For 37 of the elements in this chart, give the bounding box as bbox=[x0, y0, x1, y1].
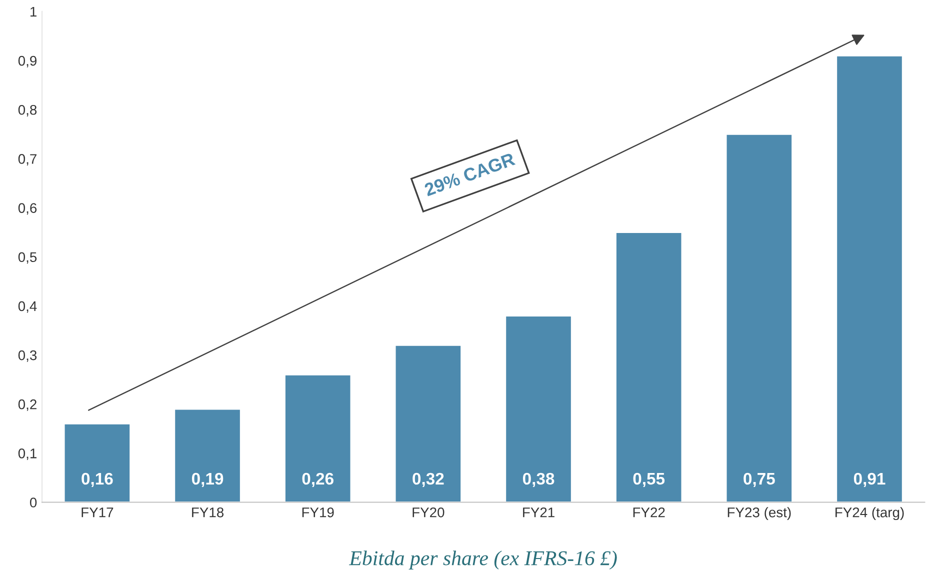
bar bbox=[394, 344, 462, 502]
y-tick-label: 0,5 bbox=[18, 252, 37, 264]
x-tick-label: FY23 (est) bbox=[728, 507, 791, 520]
x-tick-label: FY24 (targ) bbox=[836, 507, 904, 520]
data-label: 0,16 bbox=[82, 472, 113, 488]
x-tick-label: FY20 bbox=[412, 507, 444, 518]
data-label: 0,55 bbox=[633, 472, 665, 488]
x-tick-label: FY22 bbox=[633, 507, 665, 518]
y-tick-label: 0,6 bbox=[18, 203, 37, 215]
y-tick-label: 0,2 bbox=[18, 399, 36, 411]
y-tick-label: 0,3 bbox=[18, 350, 37, 362]
data-label: 0,38 bbox=[522, 472, 554, 488]
bar bbox=[836, 54, 904, 502]
bar bbox=[504, 315, 572, 502]
data-label: 0,75 bbox=[744, 472, 775, 488]
y-tick-label: 0,8 bbox=[18, 104, 37, 116]
x-tick-label: FY17 bbox=[82, 508, 114, 518]
y-tick-label: 0,4 bbox=[18, 301, 37, 313]
x-tick-label: FY21 bbox=[523, 507, 554, 518]
data-label: 0,19 bbox=[192, 472, 224, 488]
bar bbox=[725, 133, 793, 502]
data-label: 0,32 bbox=[412, 472, 444, 488]
bar bbox=[284, 374, 352, 502]
y-tick-label: 1 bbox=[30, 6, 36, 17]
bar bbox=[63, 423, 131, 502]
y-tick-label: 0,9 bbox=[18, 56, 37, 68]
bar bbox=[615, 232, 683, 502]
bar bbox=[174, 408, 242, 502]
y-tick-label: 0,1 bbox=[18, 448, 36, 460]
x-axis-title: Ebitda per share (ex IFRS-16 £) bbox=[348, 550, 617, 570]
y-tick-label: 0,7 bbox=[18, 154, 36, 166]
x-tick-label: FY19 bbox=[302, 507, 334, 518]
data-label: 0,26 bbox=[302, 472, 334, 488]
x-tick-label: FY18 bbox=[192, 507, 224, 518]
data-label: 0,91 bbox=[854, 472, 886, 488]
y-tick-label: 0 bbox=[30, 498, 37, 508]
annotation: 29% CAGR bbox=[424, 152, 516, 196]
